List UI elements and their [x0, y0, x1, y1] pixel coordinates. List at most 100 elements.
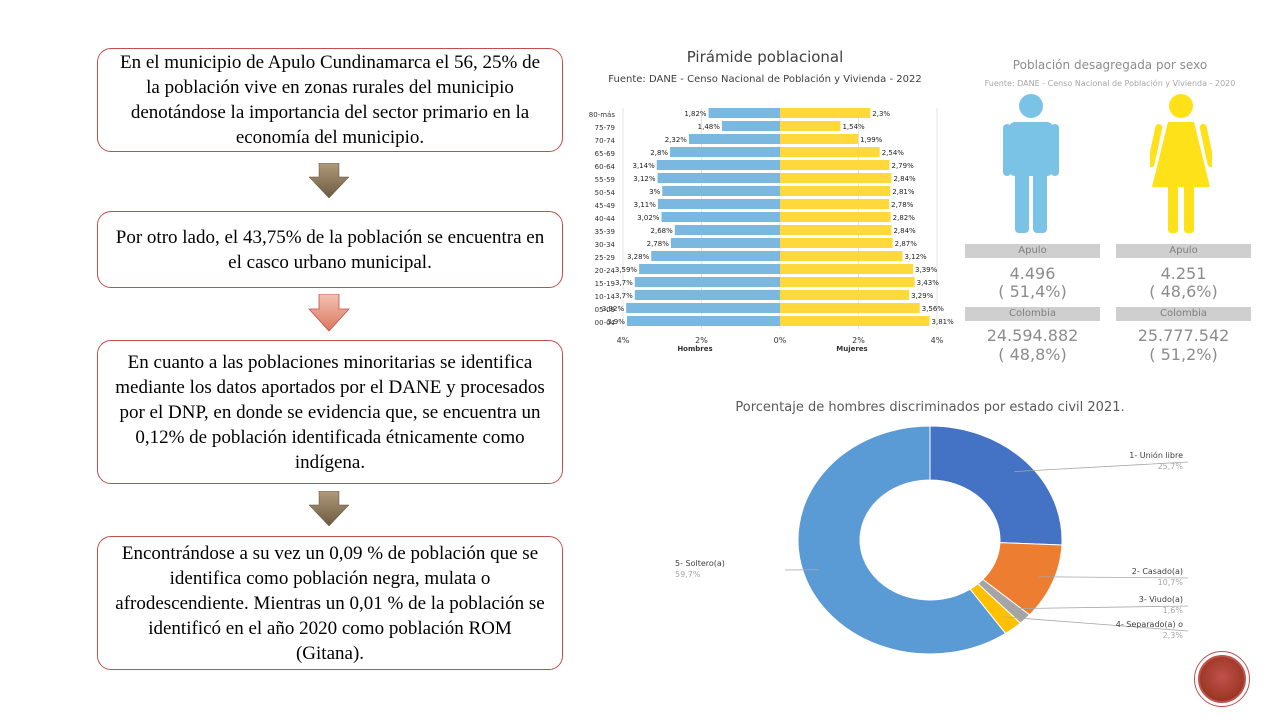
bar-label-hombres: 3,12% [633, 175, 656, 183]
bar-hombres [674, 225, 780, 235]
donut-slice-pct: 59,7% [675, 570, 701, 579]
down-arrow-icon [308, 491, 350, 527]
pyramid-subtitle: Fuente: DANE - Censo Nacional de Poblaci… [608, 74, 922, 85]
bar-mujeres [780, 173, 892, 183]
female-apulo-band: Apulo [1116, 244, 1251, 258]
bar-mujeres [780, 303, 920, 313]
legend-mujeres: Mujeres [836, 345, 867, 353]
bar-mujeres [780, 277, 915, 287]
pyramid-title: Pirámide poblacional [686, 48, 844, 66]
pyramid-age-label: 10-14 [595, 293, 616, 301]
donut-slice-label: 2- Casado(a) [1132, 567, 1183, 576]
bar-label-hombres: 3,14% [633, 162, 656, 170]
bar-label-hombres: 3,92% [602, 305, 625, 313]
marital-status-donut-chart: 1- Unión libre 25,7% 2- Casado(a) 10,7% 3- V… [675, 425, 1189, 655]
bar-label-hombres: 3% [649, 188, 660, 196]
population-pyramid-chart: 80-más 1,82% 2,3% 75-79 1,48% 1,54% 70-74 2,32%… [589, 108, 954, 353]
text-box-afro-rom: Encontrándose a su vez un 0,09 % de pobl… [97, 536, 563, 670]
sex-panel-title: Población desagregada por sexo [1012, 58, 1208, 72]
bar-hombres [721, 121, 780, 131]
female-apulo-count: 4.251 [1160, 264, 1207, 283]
bar-label-hombres: 2,78% [647, 240, 670, 248]
pyramid-age-label: 25-29 [595, 254, 615, 262]
donut-slice-label: 1- Unión libre [1129, 450, 1183, 460]
bar-hombres [634, 290, 780, 300]
pyramid-age-label: 05-09 [595, 306, 615, 314]
male-colombia-band: Colombia [965, 307, 1100, 321]
bar-hombres [639, 264, 780, 274]
donut-leader-line [1014, 605, 1189, 610]
donut-slice [797, 425, 1007, 655]
bar-label-hombres: 3,7% [615, 292, 633, 300]
pyramid-age-label: 65-69 [595, 150, 615, 158]
male-colombia-count: 24.594.882 [986, 326, 1079, 345]
sex-panel-subtitle: Fuente: DANE - Censo Nacional de Poblaci… [984, 79, 1236, 88]
bar-hombres [651, 251, 780, 261]
bar-hombres [661, 212, 780, 222]
female-colombia-band: Colombia [1116, 307, 1251, 321]
bar-label-hombres: 1,82% [684, 110, 707, 118]
bar-label-mujeres: 3,56% [922, 305, 945, 313]
donut-slice-label: 4- Separado(a) o [1116, 620, 1183, 629]
pyramid-xtick: 4% [931, 336, 944, 345]
bar-label-mujeres: 2,87% [895, 240, 918, 248]
donut-slice-pct: 1,6% [1163, 606, 1184, 615]
bar-label-hombres: 2,68% [651, 227, 674, 235]
donut-slice-label: 5- Soltero(a) [675, 559, 725, 568]
legend-hombres: Hombres [677, 345, 712, 353]
bar-mujeres [780, 134, 859, 144]
pyramid-age-label: 35-39 [595, 228, 615, 236]
pyramid-xtick: 0% [774, 336, 787, 345]
bar-label-mujeres: 2,3% [872, 110, 890, 118]
pyramid-age-label: 30-34 [595, 241, 616, 249]
bar-hombres [656, 160, 780, 170]
bar-label-mujeres: 1,99% [860, 136, 883, 144]
bar-mujeres [780, 316, 930, 326]
bar-label-mujeres: 3,39% [915, 266, 938, 274]
male-apulo-count: 4.496 [1009, 264, 1056, 283]
bar-hombres [657, 199, 780, 209]
text-box-rural-text: En el municipio de Apulo Cundinamarca el… [119, 52, 540, 148]
bar-hombres [688, 134, 780, 144]
bar-label-hombres: 3,59% [615, 266, 638, 274]
donut-leader-line [1038, 576, 1189, 579]
bar-label-mujeres: 2,84% [893, 175, 916, 183]
bar-mujeres [780, 212, 891, 222]
female-colombia-count: 25.777.542 [1137, 326, 1230, 345]
female-figure-icon [1150, 94, 1212, 233]
down-arrow-icon [308, 294, 350, 332]
bar-hombres [662, 186, 780, 196]
pyramid-age-label: 75-79 [595, 124, 615, 132]
text-box-urban: Por otro lado, el 43,75% de la población… [97, 211, 563, 288]
pyramid-age-label: 15-19 [595, 280, 615, 288]
bar-label-hombres: 3,9% [607, 318, 625, 326]
pyramid-age-label: 80-más [589, 111, 616, 119]
bar-hombres [657, 173, 780, 183]
bar-label-mujeres: 3,12% [904, 253, 927, 261]
pyramid-age-label: 00-04 [595, 319, 616, 327]
pyramid-xtick: 2% [695, 336, 708, 345]
bar-label-mujeres: 2,54% [882, 149, 905, 157]
bar-hombres [708, 108, 780, 118]
bar-mujeres [780, 121, 841, 131]
bar-label-mujeres: 2,84% [893, 227, 916, 235]
bar-label-mujeres: 1,54% [842, 123, 865, 131]
bar-label-hombres: 2,8% [650, 149, 668, 157]
bar-mujeres [780, 147, 880, 157]
male-colombia-pct: ( 48,8%) [998, 345, 1067, 364]
bar-label-hombres: 3,11% [634, 201, 657, 209]
bar-hombres [626, 303, 780, 313]
bar-label-mujeres: 2,78% [891, 201, 914, 209]
female-apulo-pct: ( 48,6%) [1149, 282, 1218, 301]
bar-label-mujeres: 3,43% [917, 279, 940, 287]
female-colombia-pct: ( 51,2%) [1149, 345, 1218, 364]
bar-hombres [634, 277, 780, 287]
text-box-indigenous-text: En cuanto a las poblaciones minoritarias… [115, 351, 545, 473]
text-box-afro-rom-text: Encontrándose a su vez un 0,09 % de pobl… [115, 542, 545, 664]
donut-leader-line [1003, 616, 1189, 632]
bar-label-mujeres: 2,81% [892, 188, 915, 196]
donut-leader-line [1014, 461, 1189, 472]
pyramid-age-label: 20-24 [595, 267, 616, 275]
pyramid-age-label: 55-59 [595, 176, 615, 184]
bar-hombres [626, 316, 780, 326]
